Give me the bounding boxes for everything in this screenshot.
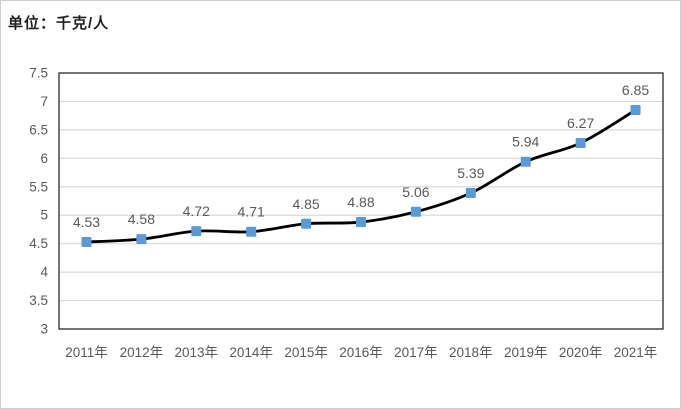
y-tick-label: 6.5 (29, 122, 48, 137)
x-tick-label: 2015年 (284, 345, 328, 360)
x-tick-label: 2011年 (65, 345, 108, 360)
data-label: 4.53 (73, 214, 100, 230)
data-label: 4.71 (238, 204, 265, 220)
data-label: 4.72 (183, 203, 210, 219)
x-tick-label: 2019年 (504, 345, 548, 360)
data-point-marker (520, 156, 531, 167)
y-tick-label: 5.5 (29, 179, 48, 194)
data-label: 5.39 (457, 165, 484, 181)
x-tick-label: 2017年 (394, 345, 438, 360)
data-point-marker (301, 218, 312, 229)
data-label: 6.85 (622, 82, 649, 98)
x-tick-label: 2016年 (339, 345, 383, 360)
data-point-marker (356, 217, 366, 228)
data-point-marker (191, 226, 202, 237)
data-point-marker (575, 137, 586, 148)
data-label: 5.94 (512, 134, 539, 150)
data-point-marker (136, 234, 147, 245)
data-point-marker (410, 206, 421, 217)
data-label: 4.85 (292, 196, 319, 212)
y-tick-label: 7.5 (29, 66, 48, 81)
x-tick-label: 2012年 (120, 345, 164, 360)
x-tick-label: 2014年 (229, 345, 273, 360)
y-tick-label: 6 (40, 151, 48, 166)
data-label: 5.06 (402, 184, 429, 200)
x-tick-label: 2013年 (174, 345, 218, 360)
y-tick-label: 7 (40, 94, 48, 109)
data-label: 4.58 (128, 211, 155, 227)
y-tick-label: 3.5 (29, 293, 48, 308)
x-tick-label: 2020年 (559, 345, 603, 360)
data-point-marker (465, 188, 476, 199)
plot-border (58, 72, 664, 330)
data-point-marker (246, 226, 257, 237)
y-tick-label: 4.5 (29, 236, 48, 251)
unit-label: 单位：千克/人 (8, 15, 110, 32)
data-label: 6.27 (567, 115, 594, 131)
x-tick-label: 2021年 (614, 345, 658, 360)
data-label: 4.88 (347, 194, 374, 210)
y-tick-label: 4 (40, 265, 48, 280)
x-tick-label: 2018年 (449, 345, 493, 360)
data-point-marker (630, 104, 641, 115)
y-tick-label: 5 (40, 208, 48, 223)
data-point-marker (81, 236, 92, 247)
y-tick-label: 3 (40, 322, 48, 337)
